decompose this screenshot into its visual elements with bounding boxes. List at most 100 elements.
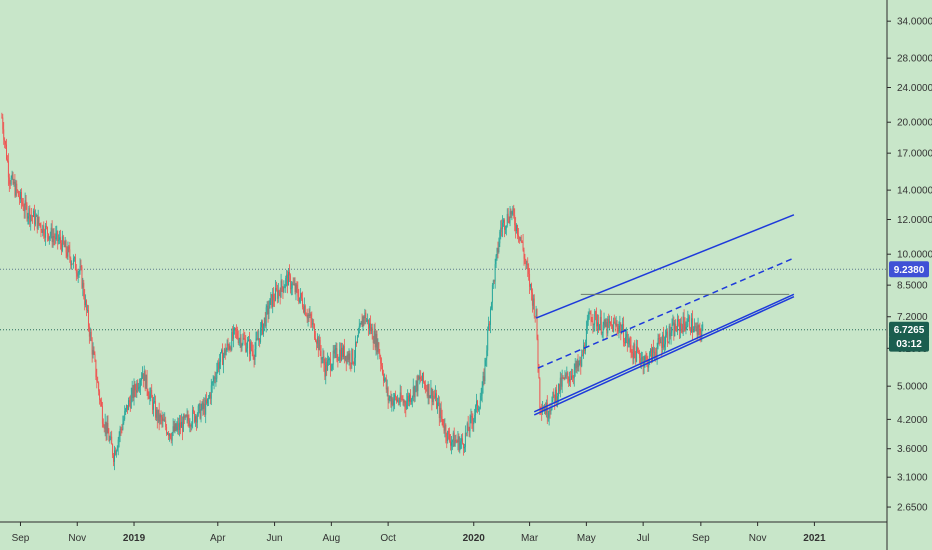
candle-292 <box>273 286 275 307</box>
candle-415 <box>387 386 389 409</box>
candle-502 <box>468 426 470 437</box>
candle-447 <box>417 374 419 397</box>
candle-655 <box>611 316 612 329</box>
candle-392 <box>366 318 368 323</box>
candle-566 <box>528 263 530 281</box>
candle-176 <box>165 416 167 431</box>
candle-640 <box>597 314 598 335</box>
candle-422 <box>394 392 396 410</box>
candle-181 <box>169 433 171 440</box>
candle-377 <box>352 348 354 365</box>
candle-489 <box>456 439 458 443</box>
candle-236 <box>221 348 222 354</box>
channel-bottom-2-line[interactable] <box>533 293 795 413</box>
candle-728 <box>678 319 680 339</box>
channel-mid-line[interactable] <box>537 257 795 369</box>
channel-bottom-line[interactable] <box>533 295 795 416</box>
candle-144 <box>135 383 137 398</box>
candle-436 <box>407 389 409 410</box>
candle-404 <box>377 338 379 360</box>
candle-179 <box>168 430 169 441</box>
candle-298 <box>278 289 280 296</box>
y-tick-label: 17.0000 <box>897 149 932 160</box>
candle-488 <box>455 434 457 444</box>
candle-267 <box>249 339 251 361</box>
candle-350 <box>327 352 329 372</box>
candle-310 <box>289 273 291 294</box>
candle-29 <box>28 205 30 225</box>
candle-474 <box>442 419 444 428</box>
candle-753 <box>702 321 704 332</box>
candle-127 <box>119 425 121 443</box>
candle-51 <box>48 236 50 245</box>
candle-448 <box>418 375 420 381</box>
candle-548 <box>511 210 513 221</box>
candle-669 <box>624 338 625 347</box>
candle-154 <box>144 369 146 392</box>
candle-742 <box>692 310 693 340</box>
candle-43 <box>41 228 43 233</box>
candle-459 <box>428 383 430 405</box>
candle-94 <box>88 323 90 344</box>
candle-73 <box>69 241 71 263</box>
candle-513 <box>478 406 480 415</box>
candle-53 <box>50 223 52 239</box>
candle-419 <box>391 393 393 412</box>
candle-628 <box>585 320 587 349</box>
price-badge-0: 9.2380 <box>889 261 929 278</box>
price-axis[interactable]: 34.0000 28.0000 24.0000 20.0000 17.0000 14.00… <box>887 17 932 514</box>
candle-672 <box>626 331 628 352</box>
candle-747 <box>696 322 698 341</box>
candle-396 <box>369 315 371 335</box>
candle-605 <box>564 370 566 380</box>
candle-400 <box>373 324 375 344</box>
time-axis[interactable]: Sep Nov 2019 Apr Jun Aug Oct 2020 Mar May Jul Sep No… <box>12 522 826 544</box>
candle-664 <box>619 315 621 333</box>
candle-374 <box>349 350 351 370</box>
candle-202 <box>189 418 191 433</box>
candle-320 <box>299 297 301 304</box>
candle-315 <box>294 277 296 295</box>
candle-652 <box>608 313 610 328</box>
candle-145 <box>136 380 138 398</box>
candle-115 <box>108 428 110 442</box>
candle-427 <box>398 397 400 406</box>
candle-529 <box>493 279 495 285</box>
candle-120 <box>113 453 115 467</box>
candle-151 <box>141 366 143 380</box>
x-tick-label: Nov <box>749 533 767 544</box>
candle-434 <box>405 400 407 418</box>
candle-704 <box>656 342 658 365</box>
candle-199 <box>186 408 188 424</box>
candle-561 <box>523 247 525 266</box>
candle-604 <box>563 377 565 381</box>
candle-27 <box>26 202 28 222</box>
candle-509 <box>475 404 477 424</box>
candle-30 <box>29 205 31 228</box>
x-tick-label: Oct <box>380 533 396 544</box>
candle-255 <box>238 337 240 346</box>
candle-452 <box>422 372 424 388</box>
candle-423 <box>395 390 397 401</box>
trendlines[interactable] <box>533 214 795 416</box>
candle-455 <box>424 380 426 394</box>
y-tick-label: 20.0000 <box>897 118 932 129</box>
candle-498 <box>464 425 466 452</box>
candle-260 <box>243 330 245 340</box>
candle-287 <box>268 300 270 320</box>
candle-733 <box>683 309 685 333</box>
candle-636 <box>593 323 595 332</box>
candle-574 <box>535 305 537 319</box>
candle-454 <box>423 380 425 390</box>
candle-346 <box>323 350 325 372</box>
candle-143 <box>134 380 136 398</box>
channel-top-line[interactable] <box>535 214 795 319</box>
candle-330 <box>308 308 310 323</box>
candle-259 <box>242 333 244 346</box>
candle-304 <box>284 284 286 289</box>
candle-490 <box>457 431 459 451</box>
candle-647 <box>603 312 605 330</box>
candle-60 <box>57 230 59 250</box>
candle-334 <box>312 318 314 331</box>
